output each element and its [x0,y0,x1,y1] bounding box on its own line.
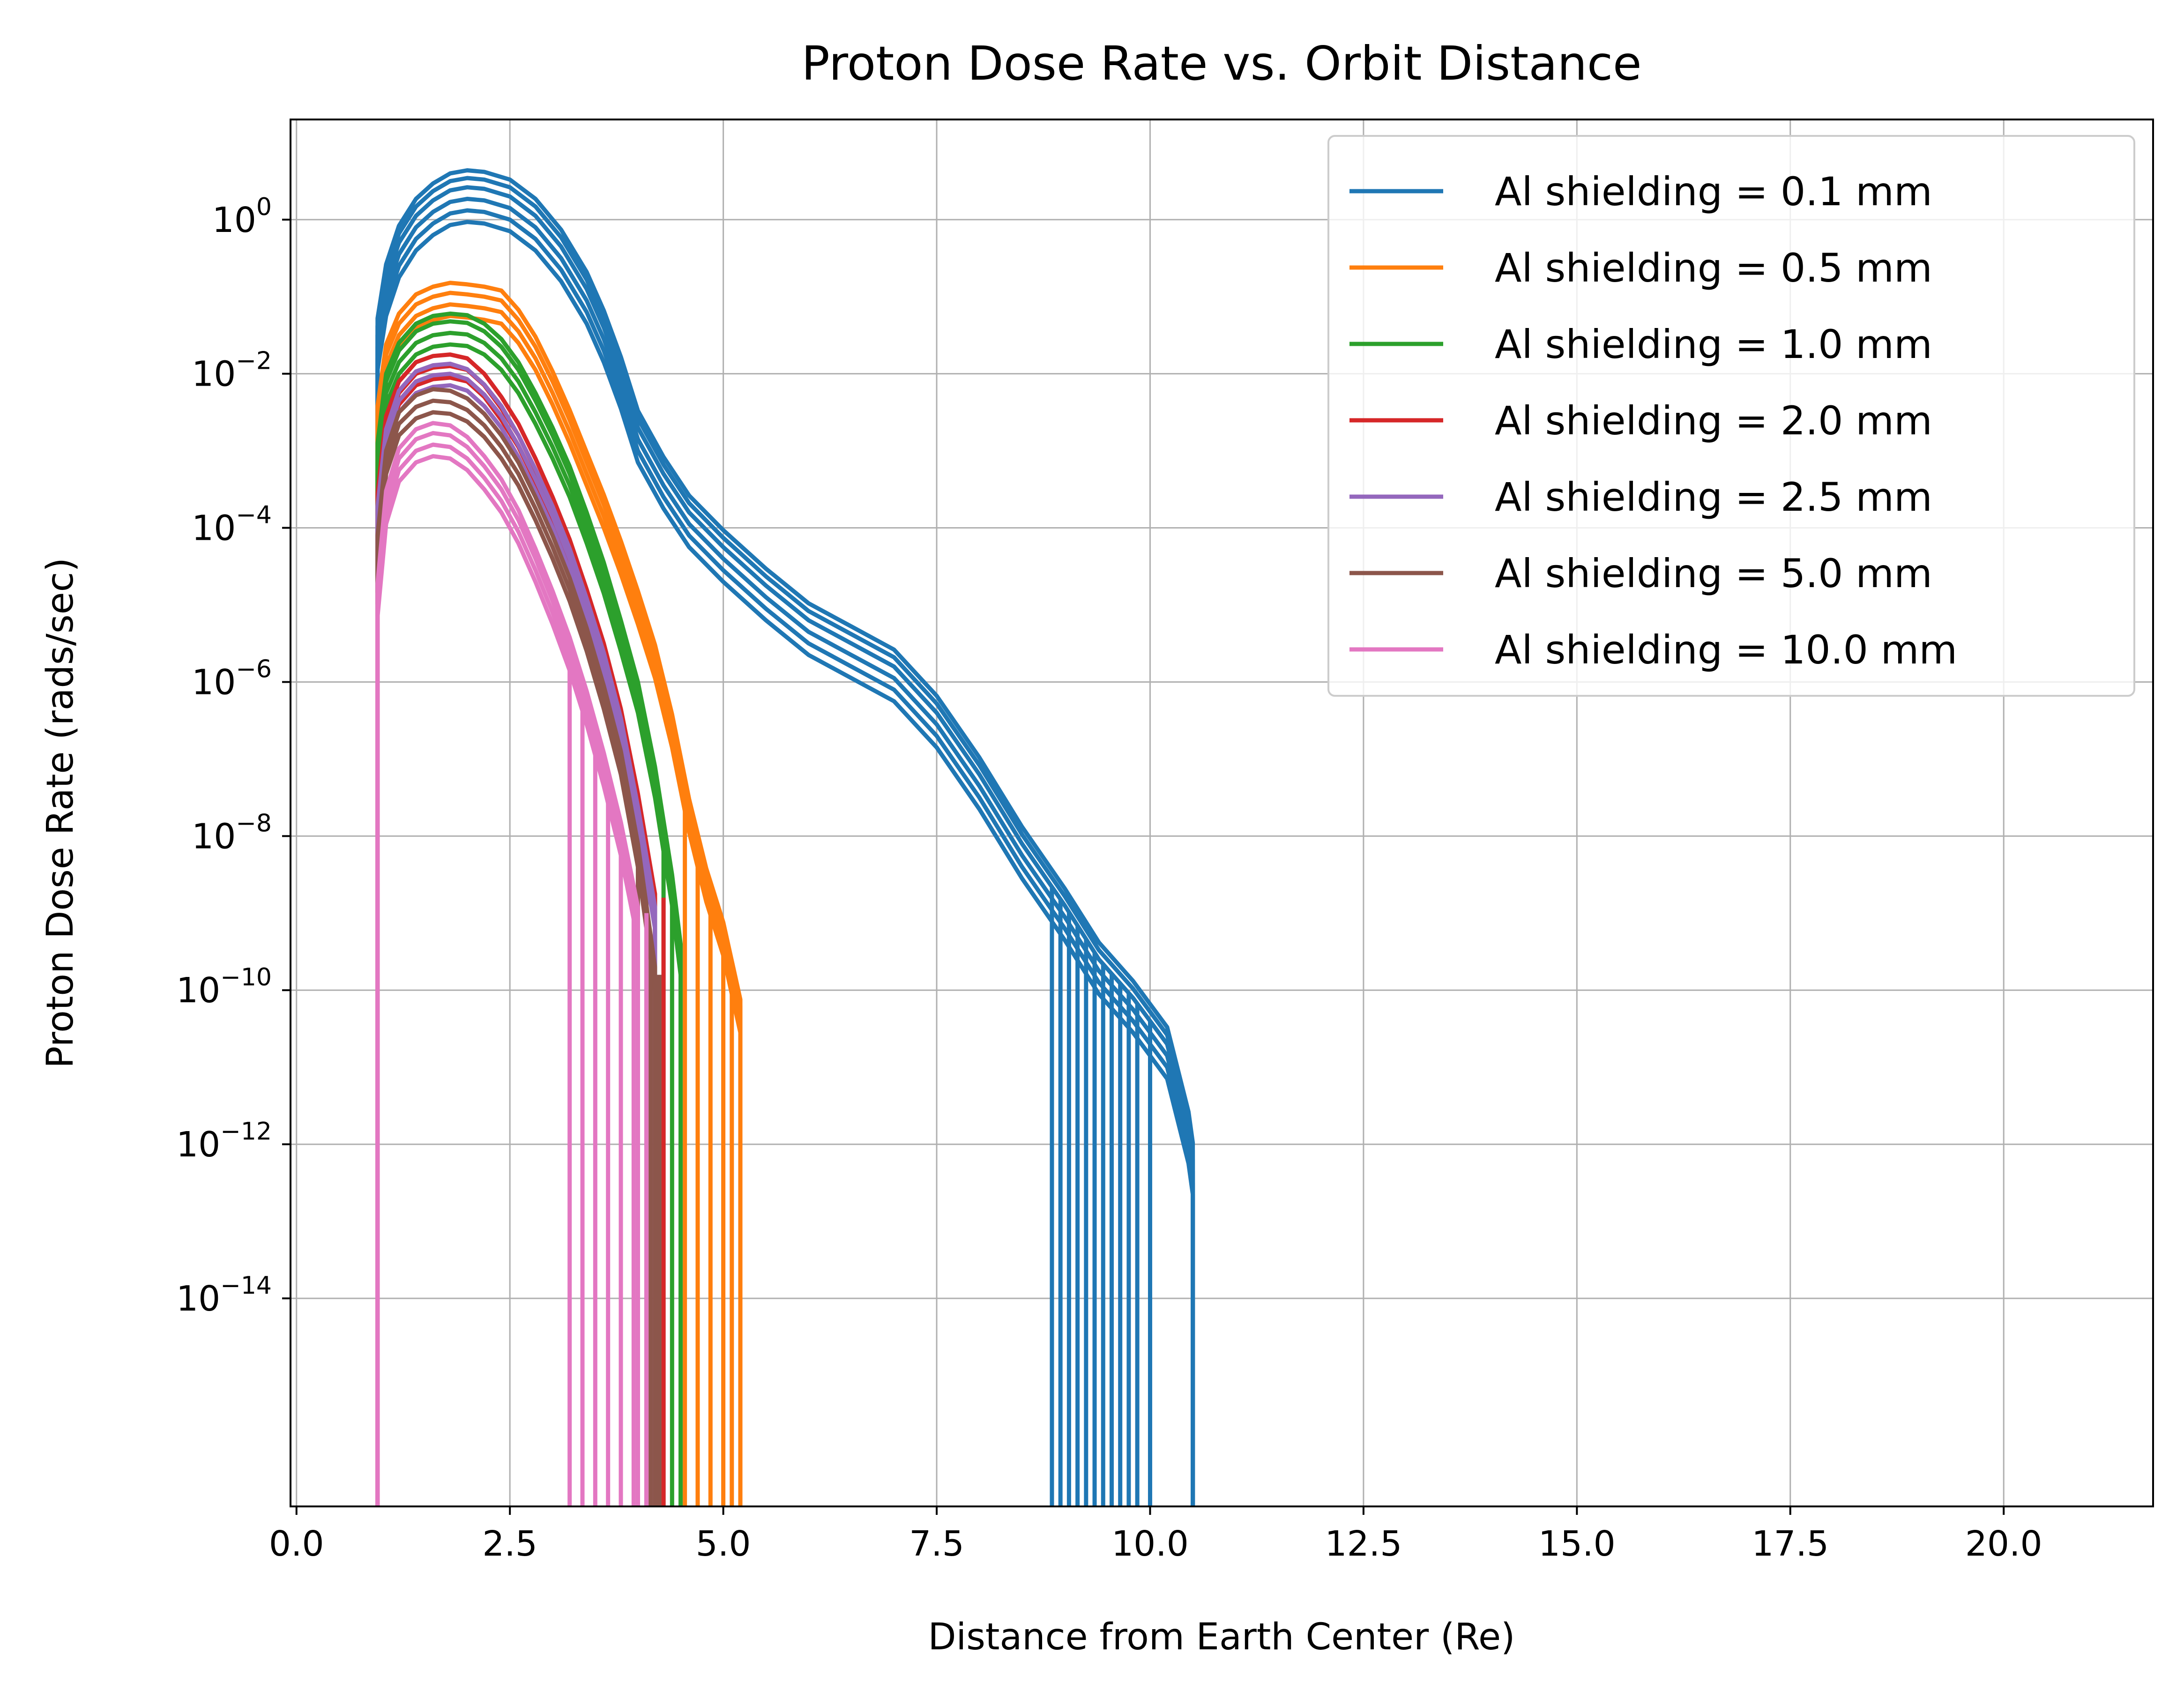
series-line [375,352,657,1506]
y-tick-exponent: −4 [236,501,272,529]
y-tick-base: 10 [176,1125,220,1165]
x-tick-label: 2.5 [482,1524,537,1564]
y-tick-exponent: −10 [220,963,272,991]
series-line [375,442,640,1506]
legend-entry: Al shielding = 0.5 mm [1495,245,1932,291]
series-line [375,302,743,1506]
legend-entry: Al shielding = 2.5 mm [1495,474,1932,520]
x-axis-label: Distance from Earth Center (Re) [928,1616,1515,1658]
series-7 [375,421,649,1506]
plot-frame [290,119,2154,1507]
x-tick-label: 12.5 [1325,1524,1402,1564]
y-tick-exponent: −12 [220,1118,272,1146]
series-line [375,176,1195,1506]
y-tick-label: 10−2 [192,347,272,395]
series-line [375,311,683,1506]
series-1 [375,168,1195,1506]
legend-box [1327,135,2135,697]
series-line [375,454,640,1506]
y-tick-exponent: −8 [236,809,272,837]
x-tick-label: 10.0 [1111,1524,1189,1564]
x-tick-label: 17.5 [1752,1524,1829,1564]
y-tick-base: 10 [176,970,220,1011]
series-line [375,372,657,1506]
x-tick-label: 5.0 [696,1524,751,1564]
y-tick-label: 10−14 [176,1272,272,1319]
series-line [375,421,640,1506]
y-tick-label: 10−12 [176,1118,272,1165]
x-ticks: 0.0 2.5 5.0 7.5 10.0 12.5 15.0 17.5 20.0 [269,1506,2042,1564]
x-tick-label: 0.0 [269,1524,324,1564]
y-axis-label: Proton Dose Rate (rads/sec) [39,558,82,1068]
y-tick-base: 10 [192,816,236,857]
y-tick-base: 10 [176,1279,220,1319]
y-tick-label: 100 [212,193,272,240]
y-tick-exponent: 0 [256,193,272,221]
series-line [375,387,657,1506]
legend-entry: Al shielding = 0.1 mm [1495,169,1932,215]
x-tick-label: 7.5 [909,1524,964,1564]
y-tick-label: 10−6 [192,655,272,702]
series-line [375,410,657,1506]
y-tick-label: 10−4 [192,501,272,549]
y-tick-label: 10−10 [176,963,272,1011]
y-tick-label: 10−8 [192,809,272,857]
y-tick-exponent: −14 [220,1272,272,1300]
y-tick-base: 10 [192,354,236,395]
legend-entry: Al shielding = 1.0 mm [1495,321,1932,367]
series-line [375,313,743,1506]
y-tick-exponent: −2 [236,347,272,375]
series-line [375,361,657,1506]
legend: Al shielding = 0.1 mm Al shielding = 0.5 … [1327,135,2135,697]
series-layer [375,168,1195,1506]
x-tick-label: 15.0 [1538,1524,1616,1564]
x-tick-label: 20.0 [1965,1524,2042,1564]
legend-entry: Al shielding = 10.0 mm [1495,627,1957,673]
series-line [375,431,640,1506]
y-tick-exponent: −6 [236,655,272,683]
series-line [375,291,743,1506]
y-tick-base: 10 [212,200,256,240]
y-tick-base: 10 [192,508,236,549]
series-line [375,168,1195,1506]
series-2 [375,281,743,1506]
chart-title: Proton Dose Rate vs. Orbit Distance [801,36,1641,91]
y-tick-base: 10 [192,662,236,702]
series-line [375,331,683,1506]
legend-entry: Al shielding = 5.0 mm [1495,551,1932,596]
series-line [375,281,743,1506]
legend-entry: Al shielding = 2.0 mm [1495,398,1932,444]
series-line [375,342,683,1506]
series-line [375,398,657,1506]
